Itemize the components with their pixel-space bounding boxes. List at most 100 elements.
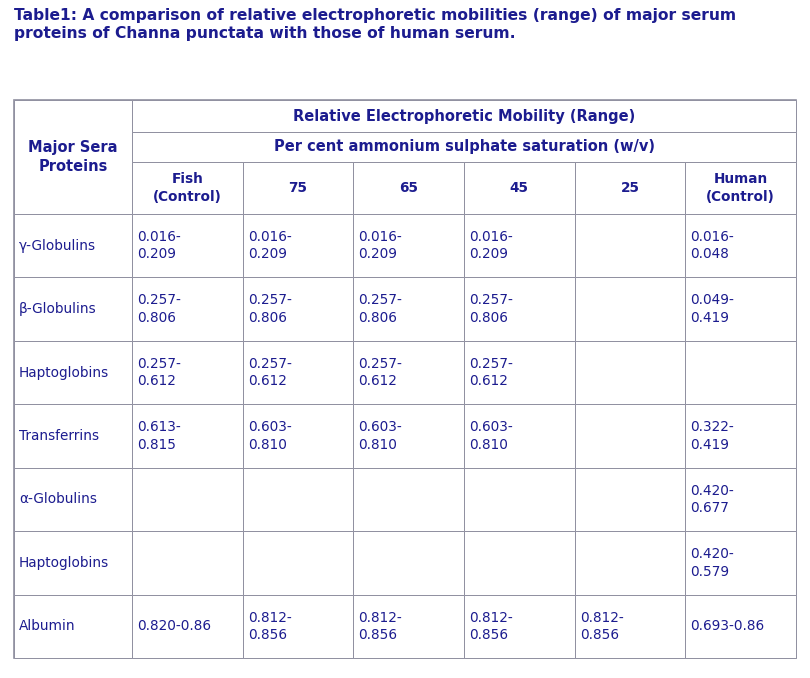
Text: Haptoglobins: Haptoglobins — [19, 365, 109, 380]
Text: 0.420-
0.677: 0.420- 0.677 — [690, 484, 734, 515]
Text: 25: 25 — [620, 181, 640, 195]
Bar — [464, 595, 574, 658]
Text: Major Sera
Proteins: Major Sera Proteins — [28, 140, 117, 174]
Text: Haptoglobins: Haptoglobins — [19, 556, 109, 570]
Bar — [132, 132, 796, 162]
Bar — [685, 277, 796, 341]
Bar — [14, 595, 132, 658]
Bar — [243, 341, 353, 404]
Bar — [132, 277, 243, 341]
Text: 0.049-
0.419: 0.049- 0.419 — [690, 294, 734, 325]
Text: 0.812-
0.856: 0.812- 0.856 — [358, 611, 402, 642]
Bar — [685, 404, 796, 468]
Text: 0.603-
0.810: 0.603- 0.810 — [358, 420, 402, 452]
Text: Per cent ammonium sulphate saturation (w/v): Per cent ammonium sulphate saturation (w… — [274, 140, 654, 155]
Bar — [132, 468, 243, 531]
Text: proteins of Channa punctata with those of human serum.: proteins of Channa punctata with those o… — [14, 26, 516, 41]
Text: 0.257-
0.612: 0.257- 0.612 — [248, 357, 292, 388]
Bar — [132, 162, 243, 214]
Text: 0.257-
0.806: 0.257- 0.806 — [248, 294, 292, 325]
Bar — [464, 214, 574, 277]
Bar — [353, 214, 464, 277]
Bar — [464, 162, 574, 214]
Bar — [353, 531, 464, 595]
Bar — [353, 162, 464, 214]
Text: 75: 75 — [288, 181, 308, 195]
Bar — [685, 468, 796, 531]
Bar — [574, 531, 685, 595]
Text: 0.016-
0.209: 0.016- 0.209 — [137, 230, 181, 261]
Text: γ-Globulins: γ-Globulins — [19, 239, 96, 253]
Text: α-Globulins: α-Globulins — [19, 492, 97, 506]
Text: β-Globulins: β-Globulins — [19, 302, 96, 316]
Bar — [243, 468, 353, 531]
Bar — [574, 468, 685, 531]
Text: Albumin: Albumin — [19, 619, 75, 633]
Text: 0.257-
0.612: 0.257- 0.612 — [469, 357, 513, 388]
Bar — [574, 162, 685, 214]
Bar — [14, 341, 132, 404]
Bar — [574, 595, 685, 658]
Text: 0.016-
0.209: 0.016- 0.209 — [469, 230, 513, 261]
Text: 0.257-
0.806: 0.257- 0.806 — [469, 294, 513, 325]
Bar — [574, 214, 685, 277]
Text: 0.812-
0.856: 0.812- 0.856 — [580, 611, 624, 642]
Bar — [14, 214, 132, 277]
Bar — [464, 341, 574, 404]
Bar — [464, 404, 574, 468]
Bar — [14, 404, 132, 468]
Text: 45: 45 — [509, 181, 529, 195]
Text: Human
(Control): Human (Control) — [706, 172, 775, 203]
Bar — [464, 531, 574, 595]
Bar — [132, 341, 243, 404]
Text: 0.603-
0.810: 0.603- 0.810 — [248, 420, 292, 452]
Bar — [243, 214, 353, 277]
Bar — [464, 468, 574, 531]
Bar — [132, 531, 243, 595]
Bar — [574, 277, 685, 341]
Text: 0.257-
0.806: 0.257- 0.806 — [137, 294, 181, 325]
Text: 0.812-
0.856: 0.812- 0.856 — [469, 611, 513, 642]
Bar — [574, 341, 685, 404]
Bar — [353, 277, 464, 341]
Text: Table1: A comparison of relative electrophoretic mobilities (range) of major ser: Table1: A comparison of relative electro… — [14, 8, 736, 23]
Bar — [353, 468, 464, 531]
Bar — [132, 100, 796, 132]
Bar — [132, 214, 243, 277]
Text: 0.257-
0.612: 0.257- 0.612 — [358, 357, 403, 388]
Bar — [14, 100, 796, 658]
Bar — [132, 595, 243, 658]
Bar — [14, 277, 132, 341]
Bar — [14, 531, 132, 595]
Bar — [685, 341, 796, 404]
Bar — [685, 595, 796, 658]
Bar — [685, 214, 796, 277]
Text: 0.016-
0.209: 0.016- 0.209 — [358, 230, 402, 261]
Bar — [14, 468, 132, 531]
Bar — [685, 531, 796, 595]
Bar — [353, 341, 464, 404]
Bar — [243, 531, 353, 595]
Text: 0.016-
0.209: 0.016- 0.209 — [248, 230, 292, 261]
Bar — [243, 404, 353, 468]
Bar — [464, 277, 574, 341]
Bar — [574, 404, 685, 468]
Text: 0.820-0.86: 0.820-0.86 — [137, 619, 211, 633]
Text: Relative Electrophoretic Mobility (Range): Relative Electrophoretic Mobility (Range… — [293, 108, 635, 123]
Text: 0.016-
0.048: 0.016- 0.048 — [690, 230, 734, 261]
Text: 0.613-
0.815: 0.613- 0.815 — [137, 420, 181, 452]
Bar — [14, 100, 132, 214]
Bar — [132, 404, 243, 468]
Text: Fish
(Control): Fish (Control) — [153, 172, 222, 203]
Text: 0.603-
0.810: 0.603- 0.810 — [469, 420, 513, 452]
Text: 0.257-
0.612: 0.257- 0.612 — [137, 357, 181, 388]
Text: 0.257-
0.806: 0.257- 0.806 — [358, 294, 403, 325]
Text: 0.693-0.86: 0.693-0.86 — [690, 619, 765, 633]
Bar — [243, 595, 353, 658]
Text: 0.420-
0.579: 0.420- 0.579 — [690, 547, 734, 578]
Bar — [243, 277, 353, 341]
Text: Transferrins: Transferrins — [19, 429, 99, 443]
Bar — [353, 595, 464, 658]
Text: 65: 65 — [399, 181, 418, 195]
Bar — [353, 404, 464, 468]
